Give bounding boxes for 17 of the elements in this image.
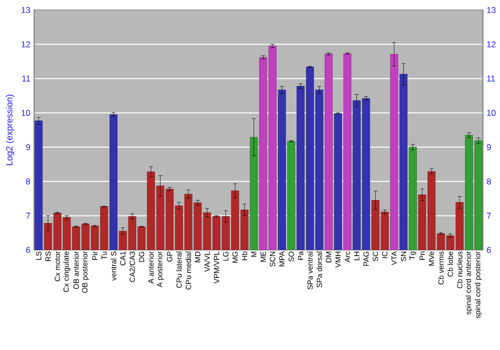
y-tick-label: 8 <box>26 178 30 184</box>
y-tick-label: 12 <box>22 41 30 48</box>
y2-tick-label: 10 <box>487 110 496 116</box>
y2-tick-label: 12 <box>487 41 496 48</box>
y-tick-label: 9 <box>26 144 30 150</box>
y-tick-label: 6 <box>26 247 30 253</box>
y-axis-title: Log2 (expression) <box>6 94 14 166</box>
y-tick-label: 11 <box>22 76 30 82</box>
y2-tick-label: 13 <box>487 7 496 13</box>
y2-tick-label: 8 <box>486 178 491 184</box>
y-tick-label: 13 <box>22 7 30 13</box>
y-tick-label: 10 <box>22 110 30 116</box>
y2-tick-label: 7 <box>486 212 491 219</box>
y2-tick-label: 11 <box>487 76 495 82</box>
y2-tick-label: 6 <box>486 247 491 253</box>
y-tick-label: 7 <box>26 212 30 219</box>
y2-tick-label: 9 <box>486 144 491 150</box>
